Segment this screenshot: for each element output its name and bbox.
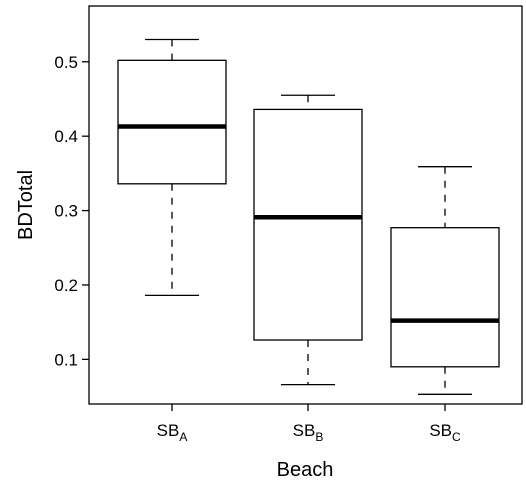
x-tick-label-1: SBB — [293, 421, 324, 444]
x-axis: SBA SBB SBC — [157, 404, 461, 444]
x-tick-label-sub-1: B — [315, 430, 323, 444]
y-tick-label-3: 0.4 — [54, 127, 78, 146]
y-axis-title: BDTotal — [15, 170, 37, 240]
box-2 — [390, 227, 500, 368]
y-tick-label-4: 0.5 — [54, 53, 78, 72]
boxes — [117, 38, 500, 395]
x-tick-label-base-2: SB — [429, 421, 452, 440]
y-tick-label-1: 0.2 — [54, 276, 78, 295]
x-tick-label-base-1: SB — [293, 421, 316, 440]
box-0 — [117, 59, 227, 185]
y-axis: 0.1 0.2 0.3 0.4 0.5 — [54, 53, 89, 369]
x-axis-title: Beach — [277, 459, 334, 481]
x-tick-label-sub-2: C — [452, 430, 461, 444]
x-tick-label-base-0: SB — [157, 421, 180, 440]
y-tick-label-2: 0.3 — [54, 202, 78, 221]
x-tick-label-0: SBA — [157, 421, 188, 444]
x-tick-label-2: SBC — [429, 421, 461, 444]
plot-frame — [88, 5, 523, 405]
box-1 — [253, 108, 363, 341]
y-tick-label-0: 0.1 — [54, 350, 78, 369]
x-tick-label-sub-0: A — [179, 430, 187, 444]
